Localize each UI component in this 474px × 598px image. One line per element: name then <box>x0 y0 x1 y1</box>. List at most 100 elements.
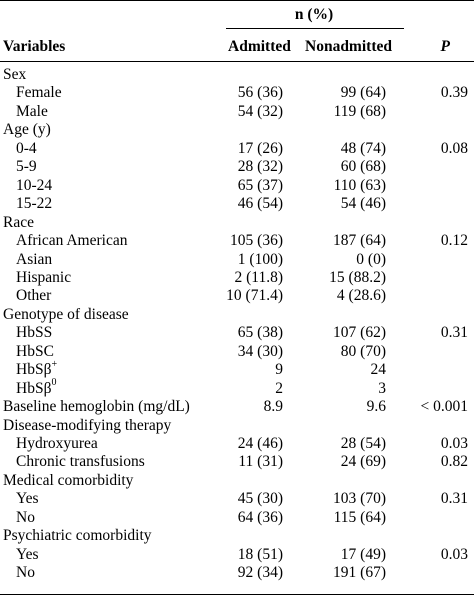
admitted-cell: 17 (26) <box>237 139 283 157</box>
table-row: Baseline hemoglobin (mg/dL) 8.9 9.6 < 0.001 <box>0 398 474 416</box>
row-label: Yes <box>16 546 39 564</box>
table-row: No 64 (36) 115 (64) <box>0 509 474 527</box>
row-label: 0-4 <box>16 140 37 158</box>
group-header-rule <box>226 28 404 30</box>
table-row: Disease-modifying therapy <box>0 417 474 435</box>
table-row: Yes 45 (30) 103 (70) 0.31 <box>0 490 474 508</box>
admitted-cell: 28 (32) <box>237 158 283 176</box>
table-row: Chronic transfusions 11 (31) 24 (69) 0.82 <box>0 453 474 471</box>
category-label: Age (y) <box>3 121 51 139</box>
category-label: Disease-modifying therapy <box>3 417 171 435</box>
table-row: Male 54 (32) 119 (68) <box>0 103 474 121</box>
row-label: Hispanic <box>16 269 71 287</box>
p-value-cell: 0.31 <box>440 490 468 508</box>
nonadmitted-cell: 80 (70) <box>340 342 386 360</box>
nonadmitted-cell: 191 (67) <box>333 564 386 582</box>
row-label: Hydroxyurea <box>16 435 98 453</box>
admitted-cell: 18 (51) <box>237 545 283 563</box>
row-label-text: Race <box>3 213 34 231</box>
nonadmitted-cell: 99 (64) <box>340 84 386 102</box>
header-rule <box>0 61 474 63</box>
table-row: Asian 1 (100) 0 (0) <box>0 251 474 269</box>
table-row: HbSS 65 (38) 107 (62) 0.31 <box>0 324 474 342</box>
table-row: Female 56 (36) 99 (64) 0.39 <box>0 84 474 102</box>
nonadmitted-cell: 24 (69) <box>340 453 386 471</box>
row-label-text: 0-4 <box>16 139 37 157</box>
row-label-text: 5-9 <box>16 158 37 176</box>
row-label-superscript: + <box>51 359 58 371</box>
admitted-cell: 54 (32) <box>237 102 283 120</box>
row-label: HbSβ0 <box>16 377 57 398</box>
table-row: Medical comorbidity <box>0 472 474 490</box>
row-label-superscript: 0 <box>51 377 57 389</box>
row-label-text: HbSβ <box>16 379 52 397</box>
row-label: Other <box>16 287 51 305</box>
row-label-text: HbSS <box>16 324 53 342</box>
table-row: Yes 18 (51) 17 (49) 0.03 <box>0 546 474 564</box>
row-label: HbSβ+ <box>16 359 58 379</box>
table-row: 5-9 28 (32) 60 (68) <box>0 158 474 176</box>
nonadmitted-cell: 17 (49) <box>340 545 386 563</box>
row-label-text: Asian <box>16 250 53 268</box>
admitted-cell: 65 (37) <box>237 176 283 194</box>
row-label: 10-24 <box>16 177 52 195</box>
nonadmitted-cell: 110 (63) <box>333 176 386 194</box>
admitted-cell: 45 (30) <box>237 490 283 508</box>
admitted-cell: 11 (31) <box>238 453 283 471</box>
admitted-cell: 24 (46) <box>237 435 283 452</box>
admitted-cell: 46 (54) <box>237 195 283 213</box>
row-label-text: Yes <box>16 545 39 563</box>
category-label: Medical comorbidity <box>3 472 133 490</box>
nonadmitted-cell: 119 (68) <box>333 102 386 120</box>
nonadmitted-cell: 4 (28.6) <box>336 287 386 305</box>
nonadmitted-cell: 0 (0) <box>356 250 386 268</box>
table-row: Hispanic 2 (11.8) 15 (88.2) <box>0 269 474 287</box>
table-row: 0-4 17 (26) 48 (74) 0.08 <box>0 140 474 158</box>
row-label-text: Chronic transfusions <box>16 453 145 471</box>
nonadmitted-cell: 9.6 <box>366 398 386 416</box>
category-label: Psychiatric comorbidity <box>3 527 152 545</box>
nonadmitted-cell: 60 (68) <box>340 158 386 176</box>
header-p: P <box>440 38 450 55</box>
table-row: Hydroxyurea 24 (46) 28 (54) 0.03 <box>0 435 474 453</box>
p-value-cell: 0.12 <box>440 232 468 250</box>
row-label-text: 15-22 <box>16 195 53 213</box>
top-rule <box>0 0 474 2</box>
row-label-text: Genotype of disease <box>3 305 129 323</box>
table-row: Other 10 (71.4) 4 (28.6) <box>0 287 474 305</box>
category-label: Race <box>3 214 34 232</box>
admitted-cell: 2 <box>275 379 283 397</box>
row-label-text: Sex <box>3 66 27 83</box>
row-label: HbSS <box>16 324 52 342</box>
row-label: Chronic transfusions <box>16 453 145 471</box>
row-label: Yes <box>16 490 39 508</box>
header-admitted: Admitted <box>228 38 291 55</box>
category-label: Genotype of disease <box>3 306 129 324</box>
table-row: HbSβ0 2 3 <box>0 377 474 398</box>
row-label-text: Medical comorbidity <box>3 471 134 489</box>
nonadmitted-cell: 48 (74) <box>340 139 386 157</box>
admitted-cell: 34 (30) <box>237 342 283 360</box>
row-label: Female <box>16 84 62 102</box>
nonadmitted-cell: 15 (88.2) <box>329 268 386 286</box>
table-row: 10-24 65 (37) 110 (63) <box>0 177 474 195</box>
table-row: Race <box>0 214 474 232</box>
header-nonadmitted: Nonadmitted <box>305 38 392 55</box>
row-label: HbSC <box>16 343 54 361</box>
row-label: 5-9 <box>16 158 37 176</box>
table-row: Psychiatric comorbidity <box>0 527 474 545</box>
table-row: HbSC 34 (30) 80 (70) <box>0 343 474 361</box>
row-label: Male <box>16 103 48 121</box>
table-row: No 92 (34) 191 (67) <box>0 564 474 582</box>
row-label: No <box>16 564 35 582</box>
row-label: No <box>16 509 35 527</box>
group-header-n-percent: n (%) <box>294 6 334 23</box>
row-label-text: Age (y) <box>3 121 51 139</box>
admitted-cell: 8.9 <box>263 398 283 416</box>
table-row: African American 105 (36) 187 (64) 0.12 <box>0 232 474 250</box>
row-label: African American <box>16 232 127 250</box>
row-label-text: Male <box>16 102 48 120</box>
p-value-cell: < 0.001 <box>420 398 469 416</box>
admitted-cell: 65 (38) <box>237 324 283 342</box>
